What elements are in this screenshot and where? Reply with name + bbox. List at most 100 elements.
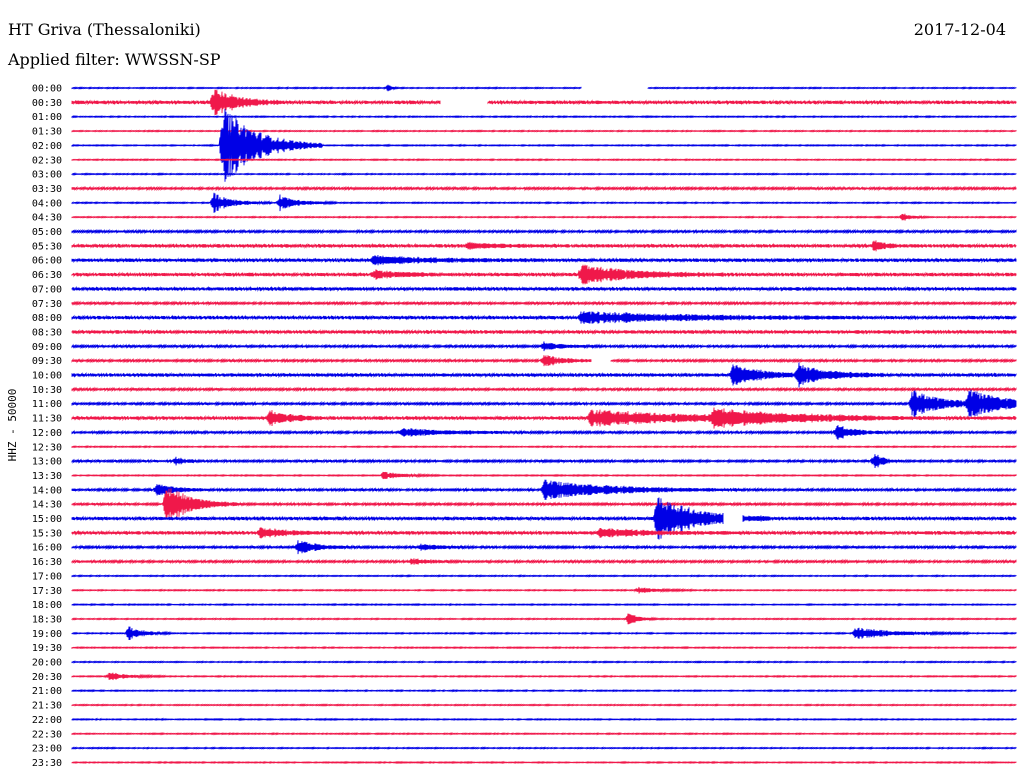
row-label: 03:00 [32,170,62,181]
row-label: 01:30 [32,127,62,138]
row-label: 05:30 [32,241,62,252]
row-label: 16:00 [32,543,62,554]
y-axis-label: HHZ - 50000 [6,389,19,462]
row-label: 12:30 [32,442,62,453]
trace-row [71,407,1017,429]
row-label: 16:30 [32,557,62,568]
row-label: 11:00 [32,399,62,410]
trace-row [71,362,1017,388]
row-label: 15:00 [32,514,62,525]
trace-row [71,89,1017,116]
row-label: 17:00 [32,571,62,582]
row-label: 20:00 [32,658,62,669]
trace-row [71,672,1017,681]
trace-row [71,602,1017,607]
row-label: 20:30 [32,672,62,683]
trace-row [71,240,1017,252]
row-label: 01:00 [32,112,62,123]
row-label: 14:00 [32,485,62,496]
station-title: HT Griva (Thessaloniki) [8,20,201,39]
trace-row [71,454,1017,469]
row-label: 00:30 [32,98,62,109]
row-label: 12:00 [32,428,62,439]
trace-row [71,172,1017,176]
trace-row [71,479,1017,500]
trace-row [71,355,1017,367]
trace-row [71,129,1017,133]
row-label: 03:30 [32,184,62,195]
row-label: 14:30 [32,500,62,511]
trace-row [71,703,1017,707]
trace-row [71,558,1017,565]
row-label: 13:00 [32,457,62,468]
row-label: 13:30 [32,471,62,482]
trace-row [71,586,1017,594]
trace-row [71,228,1017,235]
trace-row [71,213,1017,221]
trace-row [71,285,1017,292]
trace-row [71,158,1017,162]
row-label: 09:30 [32,356,62,367]
row-label: 02:00 [32,141,62,152]
row-label: 04:00 [32,198,62,209]
row-label: 23:00 [32,744,62,755]
row-label: 08:30 [32,327,62,338]
row-label: 06:30 [32,270,62,281]
row-label: 15:30 [32,528,62,539]
trace-row [71,185,1017,192]
trace-row [71,645,1017,650]
row-label: 09:00 [32,342,62,353]
row-label: 22:30 [32,729,62,740]
row-label: 18:30 [32,614,62,625]
trace-row [71,732,1017,736]
row-label: 08:00 [32,313,62,324]
trace-row [71,688,1017,693]
trace-row [71,328,1017,336]
row-label: 19:00 [32,629,62,640]
trace-row [71,540,1017,555]
row-label: 04:30 [32,213,62,224]
row-label: 00:00 [32,84,62,95]
trace-row [71,497,1017,540]
row-label: 21:30 [32,701,62,712]
trace-row [71,341,1017,352]
trace-row [71,300,1017,307]
trace-row [71,760,1017,765]
trace-row [71,264,1017,285]
row-label: 05:00 [32,227,62,238]
trace-row [71,192,1017,213]
trace-row [71,717,1017,722]
row-label: 07:00 [32,284,62,295]
row-label: 06:00 [32,256,62,267]
row-label: 17:30 [32,586,62,597]
row-label: 18:00 [32,600,62,611]
trace-row [71,255,1017,266]
row-label: 07:30 [32,299,62,310]
trace-row [71,527,1017,539]
trace-row [71,425,1017,440]
row-label: 10:30 [32,385,62,396]
row-label: 22:00 [32,715,62,726]
row-label: 23:30 [32,758,62,769]
trace-row [71,613,1017,625]
trace-row [71,488,1017,520]
date-label: 2017-12-04 [913,20,1006,39]
trace-row [71,471,1017,480]
row-label: 21:00 [32,686,62,697]
trace-row [71,114,1017,119]
trace-row [71,389,1017,418]
trace-row [71,84,1017,92]
filter-label: Applied filter: WWSSN-SP [8,50,221,69]
row-label: 11:30 [32,414,62,425]
trace-row [71,311,1017,324]
trace-row [71,660,1017,664]
row-label: 10:00 [32,371,62,382]
row-label: 02:30 [32,155,62,166]
trace-row [71,574,1017,578]
row-label: 19:30 [32,643,62,654]
trace-row [71,108,1017,182]
trace-row [71,746,1017,750]
trace-row [71,386,1017,393]
trace-row [71,445,1017,449]
